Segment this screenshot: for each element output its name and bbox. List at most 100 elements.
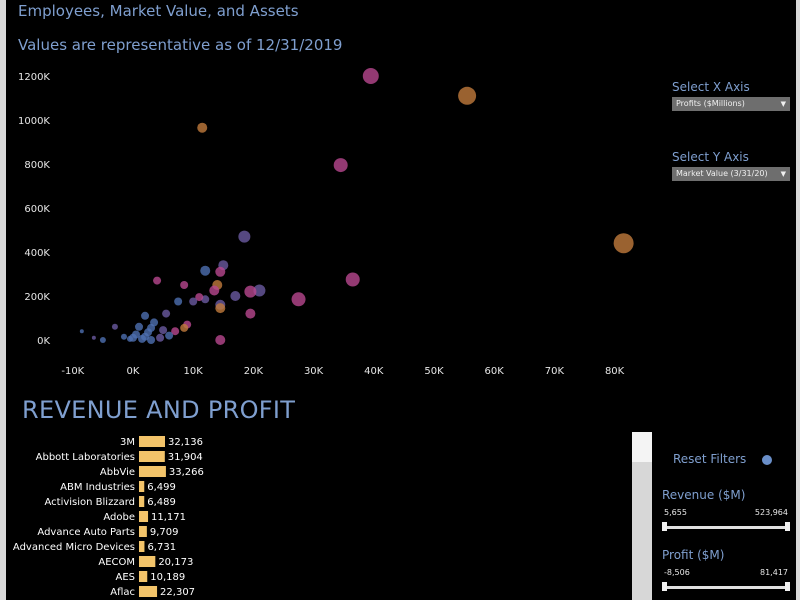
scatter-point[interactable]	[141, 311, 150, 320]
bar-value-label: 22,307	[160, 587, 195, 598]
scatter-point[interactable]	[171, 327, 180, 336]
profit-slider-min-handle[interactable]	[662, 582, 667, 591]
revenue-min: 5,655	[664, 508, 687, 517]
scatter-point[interactable]	[291, 292, 306, 307]
scatter-point[interactable]	[162, 309, 171, 318]
scatter-point[interactable]	[138, 334, 147, 343]
profit-filter: Profit ($M) -8,506 81,417	[662, 548, 790, 592]
scatter-point[interactable]	[238, 230, 251, 243]
bar[interactable]	[139, 496, 145, 507]
scatter-point[interactable]	[244, 285, 257, 298]
scatter-point[interactable]	[79, 329, 84, 334]
scatter-point[interactable]	[197, 122, 208, 133]
scatter-point[interactable]	[245, 308, 256, 319]
scatter-point[interactable]	[99, 337, 106, 343]
scatter-point[interactable]	[189, 297, 198, 306]
y-tick-label: 1000K	[18, 116, 50, 127]
x-axis-dropdown[interactable]: Profits ($Millions) ▼	[672, 97, 790, 111]
scatter-point[interactable]	[215, 266, 226, 277]
bar[interactable]	[139, 451, 165, 462]
scatter-point[interactable]	[156, 333, 165, 342]
scatter-point[interactable]	[120, 333, 127, 340]
revenue-slider-track[interactable]	[664, 526, 788, 529]
x-tick-label: 40K	[364, 366, 384, 377]
y-tick-label: 1200K	[18, 72, 50, 83]
scatter-point[interactable]	[126, 335, 133, 342]
x-axis-control: Select X Axis Profits ($Millions) ▼	[672, 80, 792, 111]
scatter-point[interactable]	[159, 326, 168, 335]
revenue-slider[interactable]	[662, 522, 790, 532]
window-frame-right	[796, 0, 800, 600]
bar-category-label: Abbott Laboratories	[36, 452, 135, 463]
y-axis-value: Market Value (3/31/20)	[676, 169, 768, 178]
reset-filters-button[interactable]: Reset Filters	[673, 452, 747, 466]
profit-slider[interactable]	[662, 582, 790, 592]
x-tick-label: 60K	[485, 366, 505, 377]
scatter-point[interactable]	[91, 335, 96, 340]
revenue-slider-max-handle[interactable]	[785, 522, 790, 531]
scatter-point[interactable]	[153, 276, 162, 285]
bar[interactable]	[139, 526, 147, 537]
scrollbar-thumb[interactable]	[632, 432, 652, 462]
chevron-down-icon: ▼	[780, 100, 786, 108]
bar-category-label: Advanced Micro Devices	[13, 542, 135, 553]
x-tick-label: -10K	[61, 366, 84, 377]
scrollbar-track[interactable]	[632, 432, 652, 600]
scatter-point[interactable]	[230, 291, 241, 301]
bar[interactable]	[139, 466, 166, 477]
y-axis-label: Select Y Axis	[672, 150, 749, 164]
bar-category-label: Aflac	[110, 587, 135, 598]
bar[interactable]	[139, 481, 145, 492]
revenue-slider-min-handle[interactable]	[662, 522, 667, 531]
profit-filter-label: Profit ($M)	[662, 548, 725, 562]
scatter-point[interactable]	[135, 322, 144, 331]
x-axis-value: Profits ($Millions)	[676, 99, 745, 108]
scatter-point[interactable]	[215, 335, 226, 345]
revenue-filter: Revenue ($M) 5,655 523,964	[662, 488, 790, 532]
profit-slider-track[interactable]	[664, 586, 788, 589]
scatter-point[interactable]	[215, 303, 226, 314]
scatter-point[interactable]	[458, 86, 477, 105]
scatter-point[interactable]	[613, 233, 634, 254]
x-tick-label: 10K	[184, 366, 204, 377]
scatter-point[interactable]	[180, 281, 189, 289]
bar[interactable]	[139, 436, 165, 447]
bar-category-label: Advance Auto Parts	[37, 527, 135, 538]
x-tick-label: 50K	[424, 366, 444, 377]
scatter-point[interactable]	[111, 323, 118, 330]
bar[interactable]	[139, 511, 149, 522]
y-tick-label: 0K	[37, 336, 50, 347]
bar-chart[interactable]: 3M 32,136 Abbott Laboratories 31,904 AbbVie 3…	[6, 430, 626, 600]
scatter-point[interactable]	[174, 297, 183, 306]
scatter-point[interactable]	[345, 272, 360, 287]
bar[interactable]	[139, 556, 156, 567]
scatter-point[interactable]	[195, 293, 204, 302]
bar[interactable]	[139, 571, 148, 582]
scatter-point[interactable]	[362, 68, 379, 84]
scatter-point[interactable]	[200, 265, 211, 276]
revenue-filter-label: Revenue ($M)	[662, 488, 746, 502]
scatter-point[interactable]	[253, 284, 266, 297]
profit-slider-max-handle[interactable]	[785, 582, 790, 591]
x-tick-label: 30K	[304, 366, 324, 377]
scatter-point[interactable]	[165, 331, 174, 340]
bar[interactable]	[139, 541, 145, 552]
y-tick-label: 200K	[24, 292, 50, 303]
dashboard-subtitle: Values are representative as of 12/31/20…	[18, 36, 343, 54]
x-axis-label: Select X Axis	[672, 80, 750, 94]
bar-value-label: 20,173	[158, 557, 193, 568]
x-tick-label: 0K	[127, 366, 140, 377]
bar-value-label: 10,189	[150, 572, 185, 583]
scatter-point[interactable]	[209, 285, 220, 296]
bar[interactable]	[139, 586, 158, 597]
scatter-point[interactable]	[180, 323, 189, 332]
profit-max: 81,417	[760, 568, 788, 577]
scatter-chart[interactable]: -10K 0K 10K 20K 30K 40K 50K 60K 70K 80K 0K 200K 400K…	[6, 60, 656, 390]
scatter-point[interactable]	[333, 158, 348, 173]
profit-filter-values: -8,506 81,417	[662, 568, 790, 582]
scatter-point[interactable]	[201, 295, 210, 304]
y-axis-dropdown[interactable]: Market Value (3/31/20) ▼	[672, 167, 790, 181]
scatter-point[interactable]	[147, 336, 156, 344]
reset-dot-icon[interactable]	[762, 455, 772, 465]
